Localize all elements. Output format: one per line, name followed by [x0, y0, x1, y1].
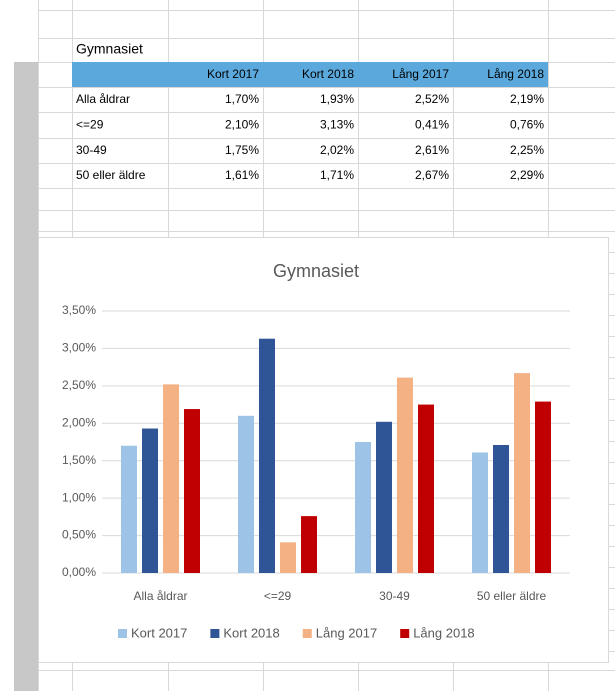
bar — [280, 542, 296, 573]
bar — [121, 445, 137, 573]
cell: 2,29% — [510, 168, 544, 182]
legend-label: Lång 2018 — [413, 625, 474, 640]
cell: 1,70% — [225, 92, 259, 106]
cell: 1,61% — [225, 168, 259, 182]
bar — [514, 373, 530, 573]
column-header: Lång 2017 — [392, 67, 449, 81]
bar — [355, 442, 371, 573]
table: Kort 2017 Kort 2018 Lång 2017 Lång 2018 Alla… — [76, 67, 544, 182]
y-tick-label: 3,00% — [62, 341, 96, 355]
bar — [418, 404, 434, 573]
chart: 0,00% 0,50% 1,00% 1,50% 2,00% 2,50% 3,00% 3,50%… — [62, 303, 570, 640]
y-tick-label: 2,50% — [62, 378, 96, 392]
bar — [184, 409, 200, 573]
x-tick-label: Alla åldrar — [133, 589, 187, 603]
bar — [238, 415, 254, 573]
row-label: <=29 — [76, 117, 104, 131]
column-header: Kort 2017 — [207, 67, 259, 81]
bar — [142, 428, 158, 573]
column-header: Lång 2018 — [487, 67, 544, 81]
bar — [472, 452, 488, 573]
cell: 3,13% — [320, 117, 354, 131]
bar — [376, 421, 392, 573]
y-tick-label: 0,50% — [62, 528, 96, 542]
row-label: Alla åldrar — [76, 92, 130, 106]
x-tick-label: 30-49 — [379, 589, 410, 603]
x-tick-label: <=29 — [264, 589, 292, 603]
x-tick-label: 50 eller äldre — [477, 589, 547, 603]
chart-title: Gymnasiet — [273, 261, 359, 281]
cell: 2,10% — [225, 117, 259, 131]
table-title: Gymnasiet — [76, 41, 143, 57]
y-tick-label: 3,50% — [62, 303, 96, 317]
legend-swatch — [118, 629, 127, 638]
y-tick-label: 2,00% — [62, 415, 96, 429]
legend-label: Kort 2017 — [131, 625, 187, 640]
row-label: 30-49 — [76, 143, 107, 157]
cell: 1,75% — [225, 143, 259, 157]
header-fill — [72, 62, 548, 87]
cell: 2,25% — [510, 143, 544, 157]
bar — [163, 384, 179, 573]
y-tick-label: 1,50% — [62, 453, 96, 467]
row-label: 50 eller äldre — [76, 168, 146, 182]
y-tick-label: 1,00% — [62, 490, 96, 504]
cell: 2,02% — [320, 143, 354, 157]
legend-label: Kort 2018 — [223, 625, 279, 640]
bar — [301, 516, 317, 573]
cell: 2,61% — [415, 143, 449, 157]
cell: 1,71% — [320, 168, 354, 182]
bar — [493, 444, 509, 573]
row-header-strip — [14, 62, 38, 691]
cell: 2,67% — [415, 168, 449, 182]
legend-swatch — [302, 629, 312, 638]
legend-swatch — [210, 629, 220, 638]
cell: 2,52% — [415, 92, 449, 106]
cell: 0,41% — [415, 117, 449, 131]
legend-label: Lång 2017 — [316, 625, 377, 640]
cell: 1,93% — [320, 92, 354, 106]
column-header: Kort 2018 — [302, 67, 354, 81]
bar — [397, 377, 413, 573]
legend-swatch — [400, 629, 410, 638]
bar — [259, 338, 275, 573]
cell: 2,19% — [510, 92, 544, 106]
y-tick-label: 0,00% — [62, 565, 96, 579]
bar — [535, 401, 551, 573]
cell: 0,76% — [510, 117, 544, 131]
